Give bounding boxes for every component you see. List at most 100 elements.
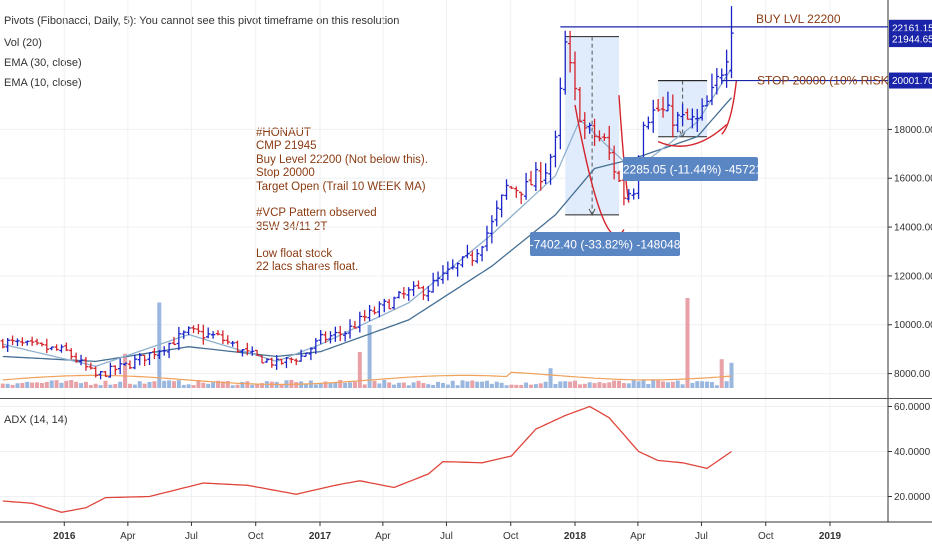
grid xyxy=(0,0,888,522)
volume-bar xyxy=(475,381,480,388)
volume-ma-line xyxy=(2,371,732,385)
volume-bar xyxy=(480,381,485,388)
adx-indicator-label[interactable]: ADX (14, 14) xyxy=(4,414,68,426)
volume-bar xyxy=(167,380,172,388)
volume-bar xyxy=(49,380,54,388)
volume-bar xyxy=(304,384,309,388)
volume-bar xyxy=(455,385,460,388)
volume-bar xyxy=(685,298,690,388)
volume-bar xyxy=(142,383,147,388)
volume-bar xyxy=(35,382,40,388)
volume-bar xyxy=(225,381,230,388)
volume-bar xyxy=(377,383,382,388)
x-tick-label: Jul xyxy=(185,531,198,542)
volume-bar xyxy=(514,384,519,388)
volume-bar xyxy=(519,384,524,388)
volume-bar xyxy=(357,352,362,388)
volume-bar xyxy=(118,381,123,388)
measure-big-label: -7402.40 (-33.82%) -148048 xyxy=(530,238,681,252)
volume-bar xyxy=(348,382,353,388)
volume-bar xyxy=(333,382,338,388)
volume-bar xyxy=(602,383,607,388)
volume-bar xyxy=(191,385,196,388)
volume-bar xyxy=(5,383,10,388)
volume-bar xyxy=(323,381,328,388)
volume-bar xyxy=(440,382,445,388)
price-tag: 21944.65 xyxy=(892,35,932,46)
stop-level-label: STOP 20000 (10% RISK) xyxy=(757,74,893,88)
x-tick-label: 2019 xyxy=(819,531,842,542)
volume-bar xyxy=(524,382,529,388)
volume-bar xyxy=(313,384,318,388)
volume-bar xyxy=(665,382,670,388)
volume-bar xyxy=(44,381,49,388)
volume-bar xyxy=(15,383,20,388)
volume-bar xyxy=(558,381,563,388)
volume-bar xyxy=(626,383,631,388)
volume-bar xyxy=(714,385,719,388)
measure-small-label-bg xyxy=(623,157,758,181)
volume-bar xyxy=(220,381,225,388)
volume-bar xyxy=(705,381,710,388)
volume-bar xyxy=(719,359,724,388)
volume-bar xyxy=(20,382,25,388)
volume-bar xyxy=(30,382,35,388)
trade-note[interactable]: #HONAUT CMP 21945 Buy Level 22200 (Not bel… xyxy=(256,127,428,274)
measure-small-label: -2285.05 (-11.44%) -45721 xyxy=(619,163,763,177)
x-tick-label: Oct xyxy=(503,531,519,542)
y-tick-label: 16000.00 xyxy=(894,174,932,185)
volume-bar xyxy=(372,380,377,388)
volume-bar xyxy=(103,380,108,388)
x-tick-label: 2017 xyxy=(309,531,332,542)
volume-bar xyxy=(132,384,137,388)
volume-bar xyxy=(127,383,132,388)
volume-bar xyxy=(680,384,685,388)
y-tick-label: 18000.00 xyxy=(894,125,932,136)
adx-y-tick-label: 20.0000 xyxy=(894,492,931,503)
volume-bar xyxy=(211,382,216,388)
volume-bar xyxy=(621,383,626,388)
volume-bar xyxy=(592,383,597,388)
volume-bar xyxy=(240,381,245,388)
contraction-arrow xyxy=(588,208,596,216)
volume-bar xyxy=(259,383,264,388)
volume-bar xyxy=(460,380,465,388)
vcp-curve xyxy=(721,80,738,135)
x-tick-label: Apr xyxy=(630,531,646,542)
volume-bar xyxy=(245,381,250,388)
volume-bar xyxy=(572,380,577,388)
volume-indicator-label[interactable]: Vol (20) xyxy=(4,37,42,49)
ema10-line xyxy=(2,68,733,367)
volume-bar xyxy=(382,379,387,388)
note-line: #HONAUT xyxy=(256,127,311,139)
volume-bar xyxy=(631,380,636,388)
y-tick-label: 12000.00 xyxy=(894,271,932,282)
volume-bar xyxy=(201,382,206,388)
volume-bar xyxy=(401,382,406,388)
volume-bar xyxy=(661,381,666,388)
y-tick-label: 10000.00 xyxy=(894,320,932,331)
volume-bar xyxy=(215,380,220,388)
ema10-indicator-label[interactable]: EMA (10, close) xyxy=(4,77,82,89)
volume-bar xyxy=(651,380,656,388)
pivots-indicator-label[interactable]: Pivots (Fibonacci, Daily, 5): You cannot… xyxy=(4,15,400,27)
volume-bar xyxy=(74,381,79,388)
volume-bar xyxy=(499,382,504,388)
volume-bar xyxy=(489,383,494,388)
ema30-indicator-label[interactable]: EMA (30, close) xyxy=(4,57,82,69)
volume-bar xyxy=(431,384,436,388)
volume-bar xyxy=(88,385,93,388)
volume-bar xyxy=(543,381,548,388)
volume-bar xyxy=(338,379,343,388)
volume-bar xyxy=(255,383,260,388)
volume-bar xyxy=(387,382,392,388)
volume-bar xyxy=(470,380,475,388)
volume-bar xyxy=(504,385,509,388)
volume-bar xyxy=(108,384,113,388)
volume-bar xyxy=(230,385,235,388)
volume-bar xyxy=(93,383,98,388)
measure-big-label-bg xyxy=(530,232,680,256)
volume-bar xyxy=(318,383,323,388)
